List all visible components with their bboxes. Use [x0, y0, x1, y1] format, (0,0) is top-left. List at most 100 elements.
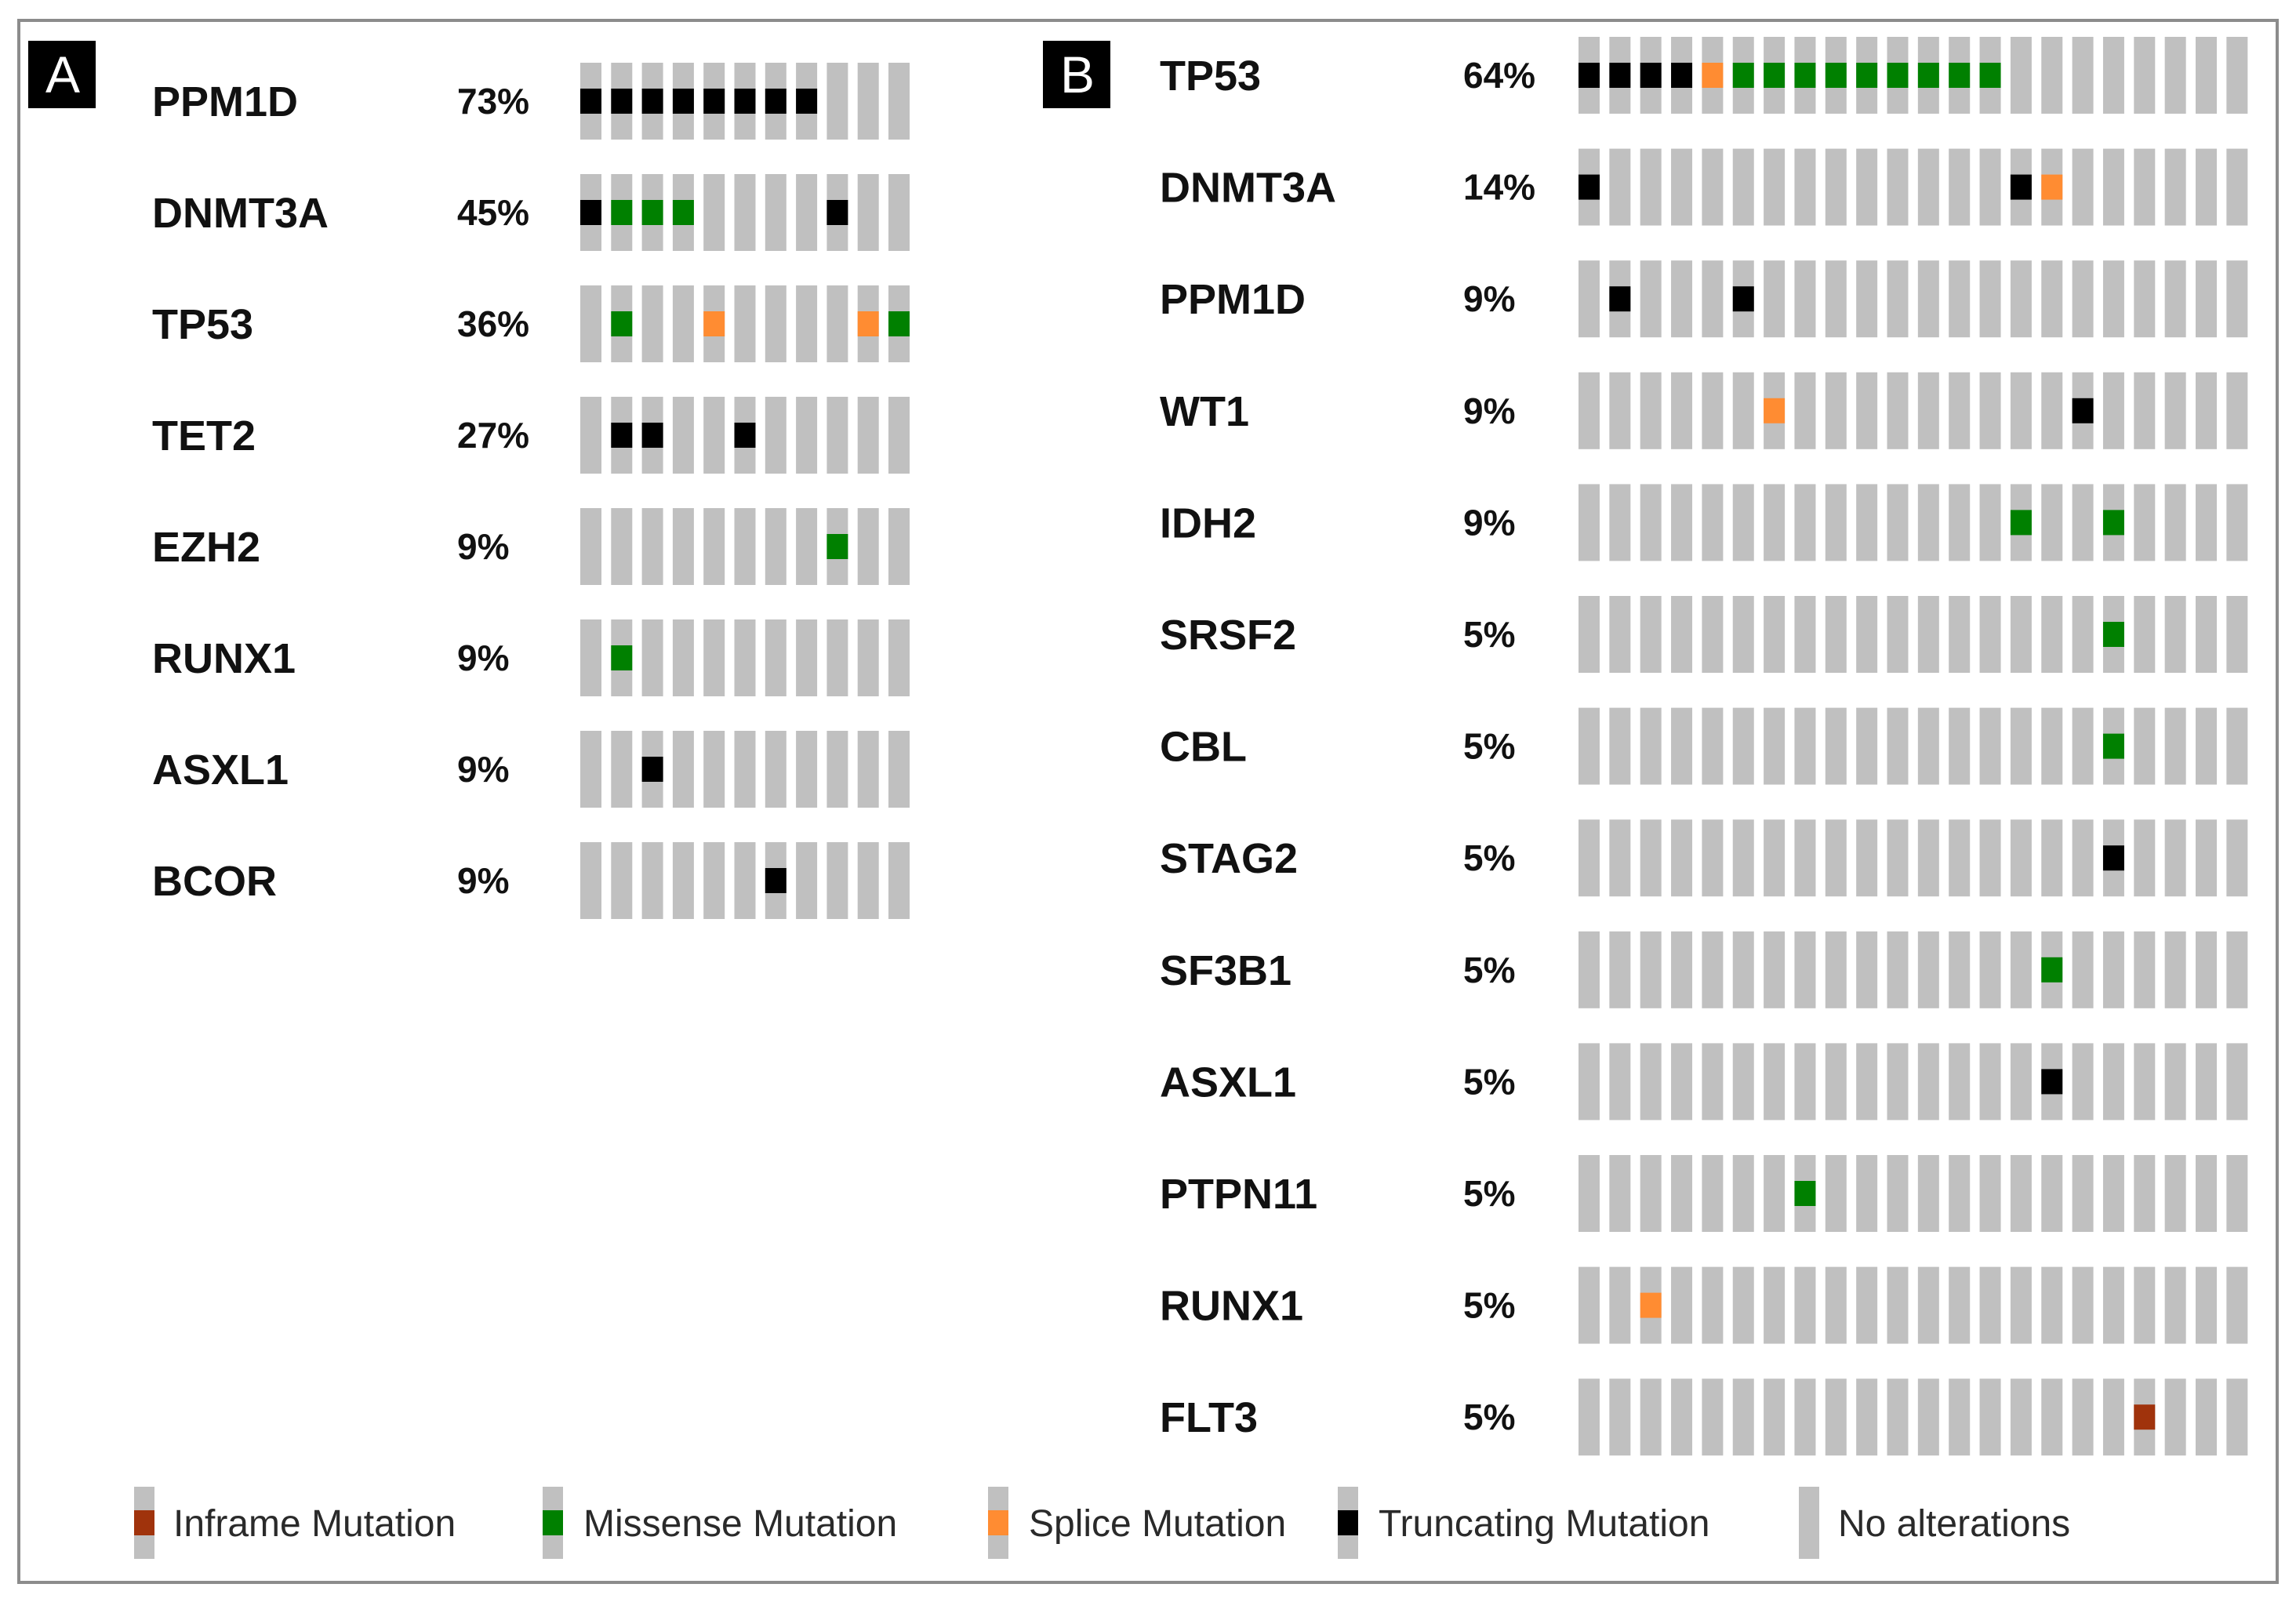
sample-bar: [2102, 1266, 2124, 1344]
legend-swatch-inframe: [134, 1510, 154, 1535]
gene-percentage: 9%: [457, 526, 509, 567]
sample-bar: [1917, 1266, 1939, 1344]
sample-bar: [2226, 596, 2248, 673]
sample-bar: [1702, 596, 1724, 673]
sample-bar: [1671, 260, 1693, 338]
mutation-mark-truncating: [765, 868, 787, 893]
sample-bar: [1609, 1043, 1631, 1121]
sample-bar: [703, 842, 725, 919]
sample-bar: [1702, 1043, 1724, 1121]
sample-bar: [2226, 37, 2248, 114]
sample-bar: [1887, 1043, 1909, 1121]
gene-label: TP53: [1160, 53, 1261, 100]
sample-bar: [2072, 260, 2094, 338]
sample-bar: [2164, 148, 2186, 226]
sample-bar: [1794, 931, 1816, 1008]
sample-bar: [1856, 148, 1878, 226]
sample-bar: [1856, 707, 1878, 785]
oncoprint-figure: A PPM1D 73% DNMT3A 45% TP53 36% TET2 27% EZH2 9% RU…: [28, 37, 2248, 1559]
gene-percentage: 27%: [457, 415, 529, 456]
sample-bar: [1825, 596, 1847, 673]
panel-a-letter: A: [45, 45, 80, 104]
sample-bar: [1671, 372, 1693, 449]
mutation-mark-missense: [641, 200, 663, 225]
sample-bar: [1887, 931, 1909, 1008]
mutation-mark-splice: [1640, 1292, 1662, 1318]
sample-bar: [1732, 596, 1754, 673]
sample-bar: [1794, 372, 1816, 449]
sample-bar: [1578, 707, 1600, 785]
sample-bar: [796, 842, 818, 919]
sample-bar: [2196, 260, 2217, 338]
gene-label: EZH2: [152, 524, 260, 571]
sample-bar: [1917, 372, 1939, 449]
sample-bar: [1578, 1266, 1600, 1344]
sample-bar: [888, 397, 910, 474]
sample-bar: [1887, 707, 1909, 785]
sample-bar: [1856, 596, 1878, 673]
sample-bar: [611, 508, 633, 585]
sample-bar: [734, 285, 756, 362]
sample-bar: [2072, 484, 2094, 561]
sample-bar: [1949, 1043, 1971, 1121]
sample-bar: [1825, 1043, 1847, 1121]
mutation-mark-splice: [2041, 174, 2063, 200]
mutation-mark-truncating: [2102, 845, 2124, 871]
sample-bar: [2164, 372, 2186, 449]
gene-percentage: 9%: [457, 749, 509, 790]
sample-bar: [2196, 37, 2217, 114]
sample-bar: [1856, 372, 1878, 449]
mutation-mark-truncating: [611, 89, 633, 114]
sample-bar: [1887, 596, 1909, 673]
sample-bar: [1949, 1266, 1971, 1344]
mutation-mark-missense: [1825, 63, 1847, 88]
sample-bar: [2164, 1379, 2186, 1456]
gene-percentage: 5%: [1463, 1397, 1515, 1437]
sample-bar: [857, 174, 879, 251]
sample-bar: [1794, 707, 1816, 785]
mutation-mark-splice: [1764, 398, 1786, 423]
sample-bar: [1887, 260, 1909, 338]
sample-bar: [1887, 819, 1909, 897]
sample-bar: [672, 731, 694, 808]
sample-bar: [1917, 596, 1939, 673]
sample-bar: [1856, 1043, 1878, 1121]
sample-bar: [857, 619, 879, 696]
sample-bar: [2226, 148, 2248, 226]
sample-bar: [2072, 1155, 2094, 1232]
mutation-mark-missense: [2010, 510, 2032, 536]
sample-bar: [1671, 148, 1693, 226]
sample-bar: [1794, 596, 1816, 673]
gene-label: DNMT3A: [152, 190, 329, 237]
sample-bar: [580, 619, 601, 696]
gene-label: FLT3: [1160, 1394, 1258, 1441]
sample-bar: [2164, 707, 2186, 785]
sample-bar: [888, 508, 910, 585]
legend-label: Splice Mutation: [1029, 1503, 1286, 1545]
mutation-mark-missense: [2102, 733, 2124, 759]
sample-bar: [2226, 1379, 2248, 1456]
sample-bar: [1609, 931, 1631, 1008]
sample-bar: [2102, 372, 2124, 449]
sample-bar: [2164, 1266, 2186, 1344]
sample-bar: [1979, 148, 2001, 226]
mutation-mark-truncating: [1609, 286, 1631, 312]
sample-bar: [2226, 819, 2248, 897]
sample-bar: [1578, 372, 1600, 449]
sample-bar: [2164, 1043, 2186, 1121]
gene-label: PTPN11: [1160, 1171, 1317, 1218]
gene-label: ASXL1: [1160, 1059, 1296, 1106]
sample-bar: [2102, 260, 2124, 338]
mutation-mark-truncating: [1609, 63, 1631, 88]
mutation-mark-missense: [1979, 63, 2001, 88]
sample-bar: [1794, 484, 1816, 561]
sample-bar: [703, 397, 725, 474]
sample-bar: [1917, 484, 1939, 561]
sample-bar: [2072, 707, 2094, 785]
sample-bar: [796, 731, 818, 808]
sample-bar: [2010, 596, 2032, 673]
sample-bar: [1702, 1155, 1724, 1232]
legend-swatch-splice: [988, 1510, 1008, 1535]
sample-bar: [641, 842, 663, 919]
sample-bar: [2196, 372, 2217, 449]
